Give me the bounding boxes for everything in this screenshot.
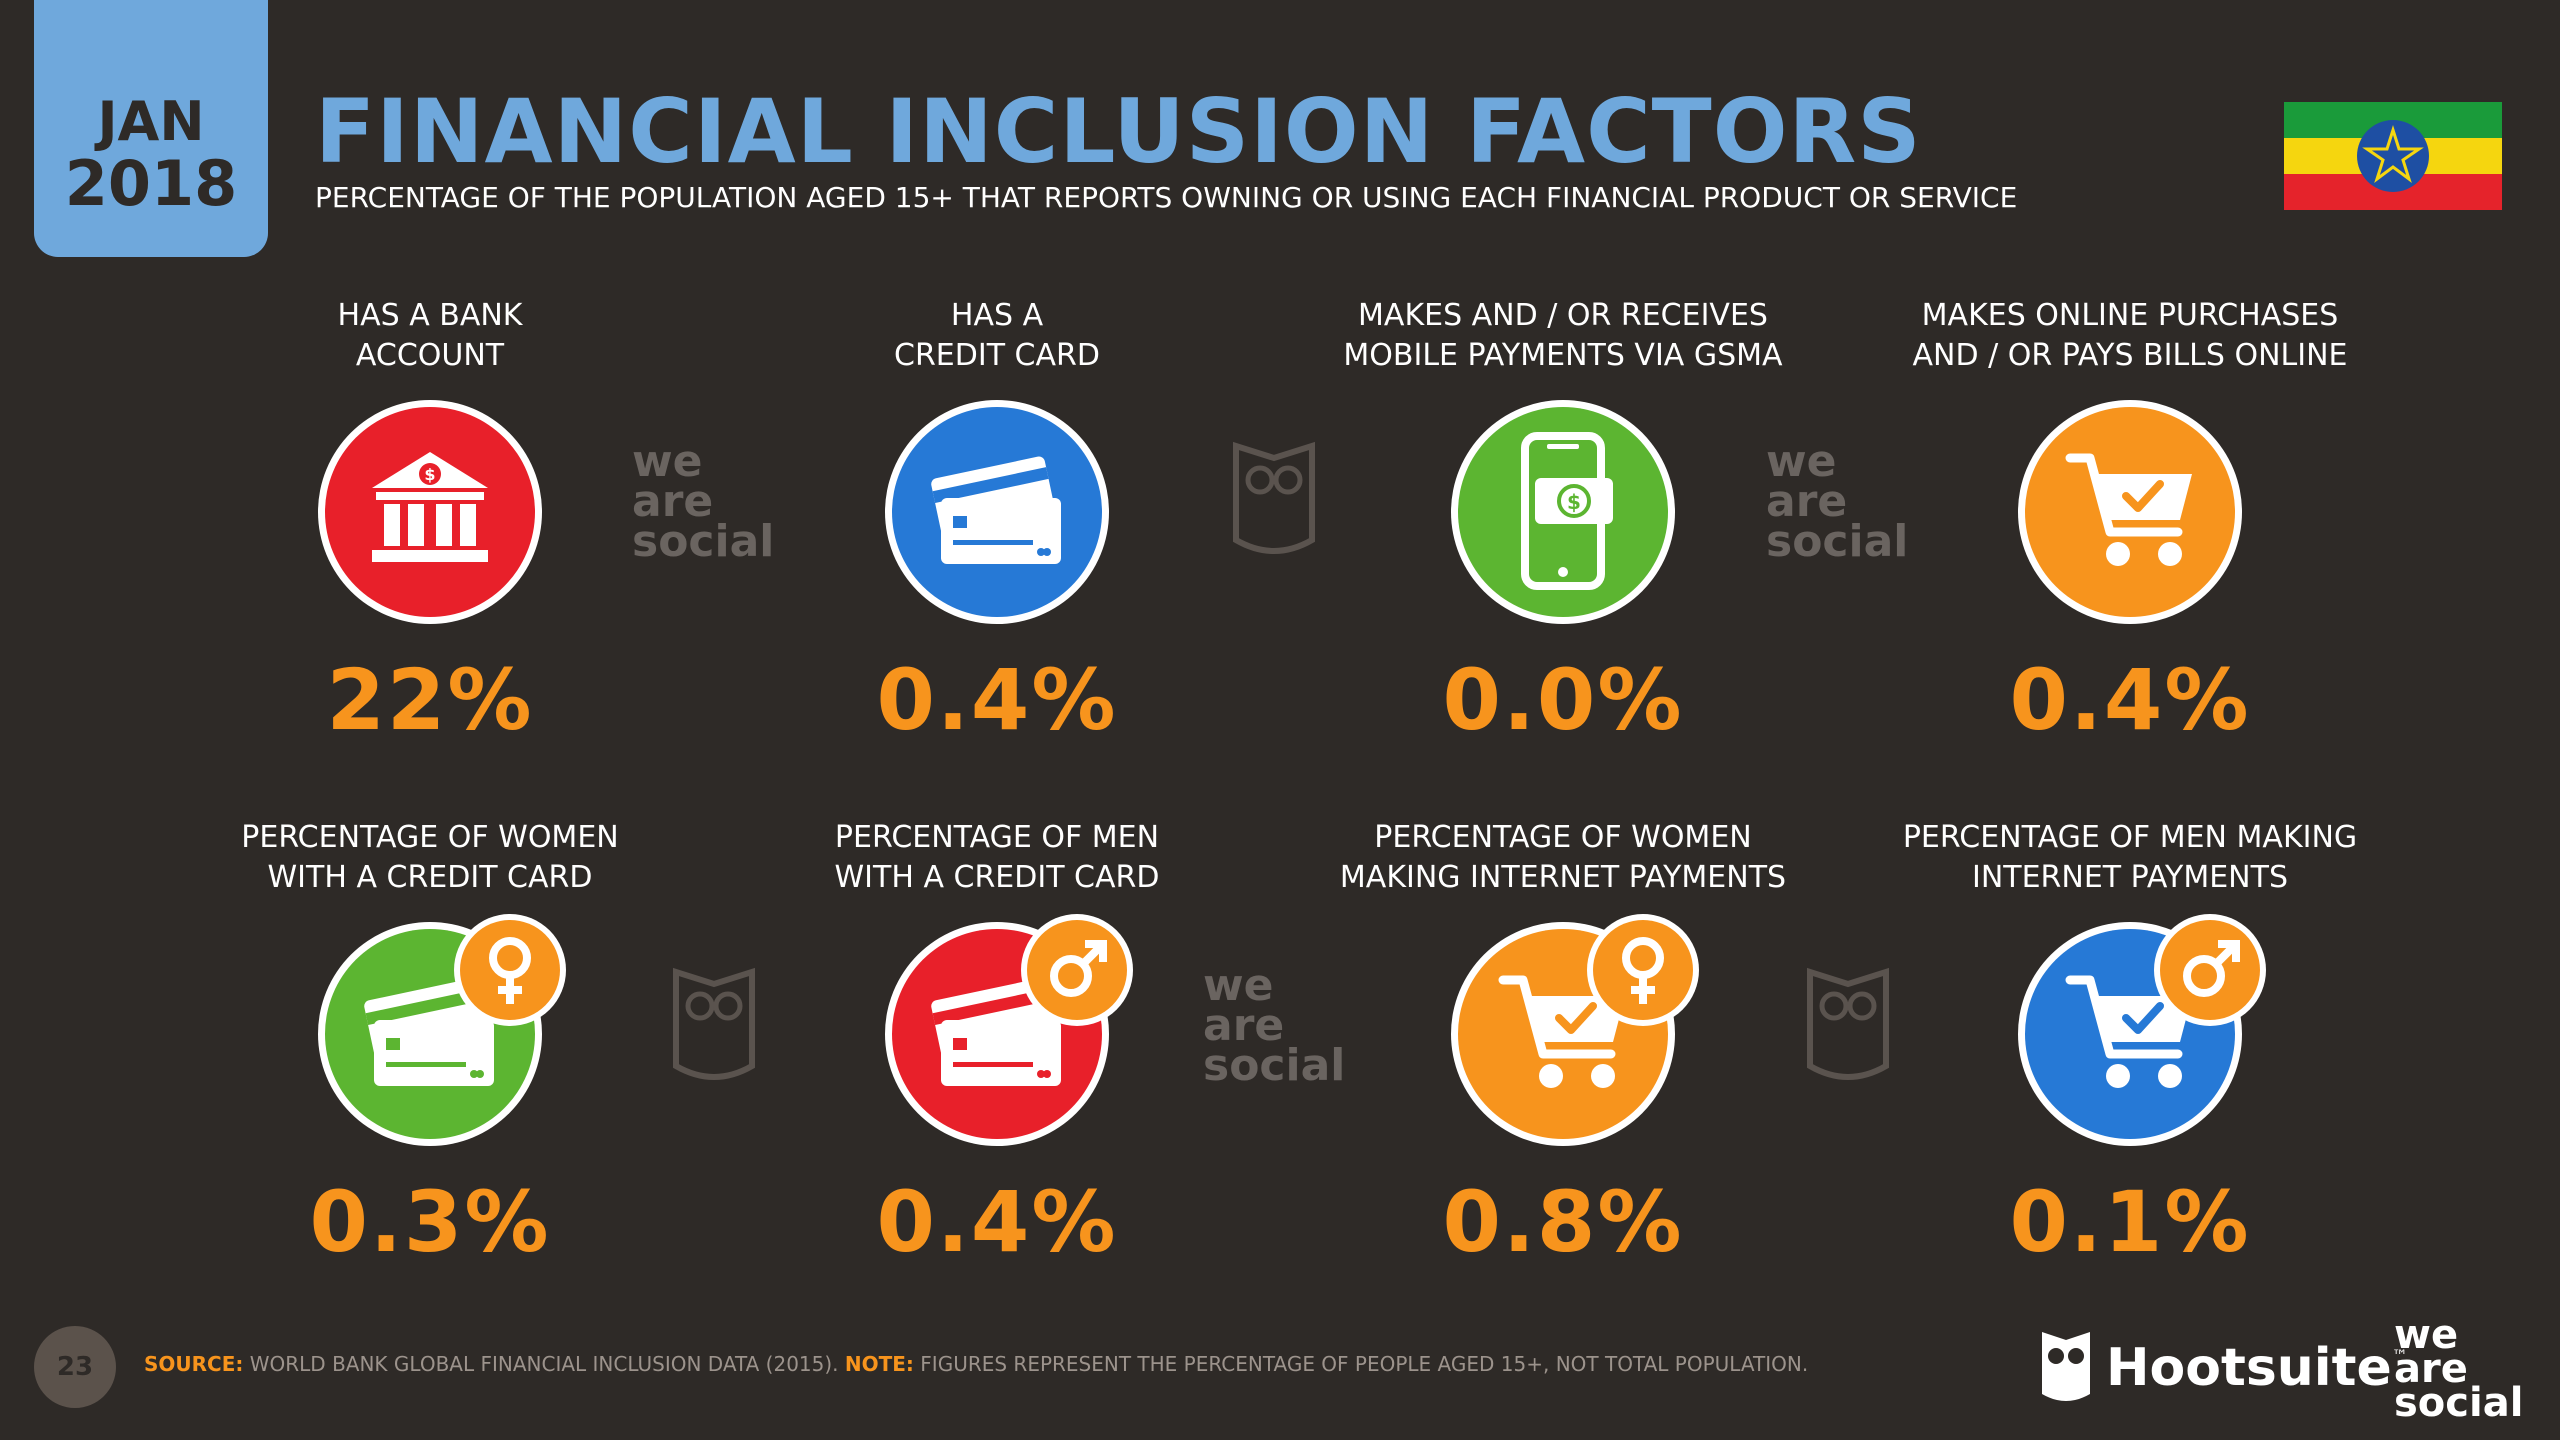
stat-label: MAKING INTERNET PAYMENTS <box>1339 860 1787 895</box>
credit-card-icon <box>885 400 1109 624</box>
stat-online-purchases: MAKES ONLINE PURCHASES AND / OR PAYS BIL… <box>1870 296 2390 750</box>
stat-bank-account: HAS A BANK ACCOUNT $ 22% <box>170 296 690 750</box>
stat-mobile-payments: MAKES AND / OR RECEIVES MOBILE PAYMENTS … <box>1303 296 1823 750</box>
we-are-social-logo: we are social <box>2394 1312 2524 1426</box>
stat-label: PERCENTAGE OF WOMEN <box>1374 820 1752 855</box>
stat-label: MAKES ONLINE PURCHASES <box>1921 298 2339 333</box>
stat-label: HAS A BANK <box>337 298 523 333</box>
ethiopia-flag-icon <box>2284 102 2502 210</box>
stat-value: 0.4% <box>876 651 1118 749</box>
stat-label: HAS A <box>950 298 1044 333</box>
stat-credit-card: HAS A CREDIT CARD 0.4% <box>737 296 1257 750</box>
male-icon <box>1021 914 1133 1026</box>
stat-label: PERCENTAGE OF MEN MAKING <box>1902 820 2358 855</box>
source-key: SOURCE: <box>144 1352 244 1376</box>
page-title: FINANCIAL INCLUSION FACTORS <box>315 80 1922 183</box>
bank-icon: $ <box>318 400 542 624</box>
female-icon <box>454 914 566 1026</box>
we-are-social-watermark: we are social <box>1203 960 1346 1091</box>
hootsuite-wordmark: Hootsuite <box>2106 1338 2392 1398</box>
stat-men-credit-card: PERCENTAGE OF MEN WITH A CREDIT CARD 0.4… <box>737 818 1257 1272</box>
stat-label: MAKES AND / OR RECEIVES <box>1358 298 1768 333</box>
svg-text:$: $ <box>424 465 435 484</box>
note-text: FIGURES REPRESENT THE PERCENTAGE OF PEOP… <box>913 1352 1809 1376</box>
owl-watermark-icon <box>1233 441 1315 554</box>
owl-watermark-icon <box>1807 967 1889 1080</box>
stat-value: 22% <box>326 651 534 749</box>
stat-label: ACCOUNT <box>355 338 505 373</box>
owl-icon <box>2042 1332 2090 1401</box>
page-number: 23 <box>34 1326 116 1408</box>
date-tab: JAN 2018 <box>34 0 268 257</box>
stat-value: 0.3% <box>309 1173 551 1271</box>
date-year: 2018 <box>64 147 238 220</box>
stat-value: 0.1% <box>2009 1173 2251 1271</box>
stat-value: 0.0% <box>1442 651 1684 749</box>
note-key: NOTE: <box>844 1352 914 1376</box>
mobile-payment-icon: $ <box>1451 400 1675 624</box>
stat-value: 0.4% <box>2009 651 2251 749</box>
stat-label: MOBILE PAYMENTS VIA GSMA <box>1343 338 1783 373</box>
page-subtitle: PERCENTAGE OF THE POPULATION AGED 15+ TH… <box>315 181 2018 214</box>
female-icon <box>1587 914 1699 1026</box>
svg-text:$: $ <box>1567 490 1581 514</box>
shopping-cart-icon <box>2018 400 2242 624</box>
stat-label: PERCENTAGE OF MEN <box>834 820 1160 855</box>
source-text: WORLD BANK GLOBAL FINANCIAL INCLUSION DA… <box>243 1352 845 1376</box>
source-note: SOURCE: WORLD BANK GLOBAL FINANCIAL INCL… <box>144 1352 1808 1376</box>
we-are-social-watermark: we are social <box>1766 436 1909 567</box>
trademark-symbol: ™ <box>2391 1345 2408 1365</box>
male-icon <box>2154 914 2266 1026</box>
hootsuite-logo: Hootsuite ™ <box>2038 1326 2408 1410</box>
date-month: JAN <box>97 90 205 153</box>
stat-label: PERCENTAGE OF WOMEN <box>241 820 619 855</box>
stat-label: WITH A CREDIT CARD <box>834 860 1160 895</box>
stat-value: 0.4% <box>876 1173 1118 1271</box>
owl-watermark-icon <box>673 967 755 1080</box>
stat-label: CREDIT CARD <box>894 338 1100 373</box>
stat-label: INTERNET PAYMENTS <box>1971 860 2288 895</box>
stat-women-credit-card: PERCENTAGE OF WOMEN WITH A CREDIT CARD 0… <box>170 818 690 1272</box>
stat-women-internet-payments: PERCENTAGE OF WOMEN MAKING INTERNET PAYM… <box>1303 818 1823 1272</box>
stat-value: 0.8% <box>1442 1173 1684 1271</box>
stat-label: WITH A CREDIT CARD <box>267 860 593 895</box>
stat-label: AND / OR PAYS BILLS ONLINE <box>1912 338 2348 373</box>
stat-men-internet-payments: PERCENTAGE OF MEN MAKING INTERNET PAYMEN… <box>1870 818 2390 1272</box>
we-are-social-watermark: we are social <box>632 436 775 567</box>
